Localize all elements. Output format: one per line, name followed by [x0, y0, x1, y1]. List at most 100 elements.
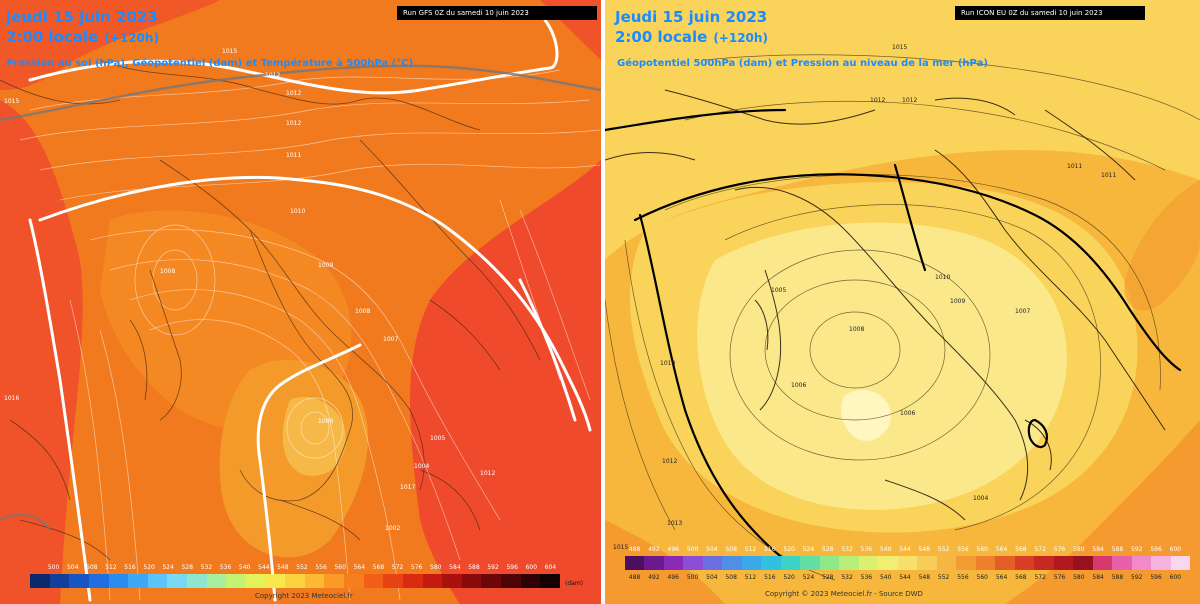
scale-tick-label: 508 — [86, 564, 98, 571]
scale-tick-label: 544 — [258, 564, 270, 571]
scale-swatch — [206, 574, 227, 588]
scale-swatch — [540, 574, 560, 588]
scale-tick-label: 564 — [353, 564, 366, 571]
scale-swatch — [1014, 556, 1035, 570]
scale-tick-label: 516 — [124, 564, 136, 571]
scale-swatch — [741, 556, 762, 570]
scale-tick-label: 588 — [1111, 546, 1124, 553]
scale-swatch — [481, 574, 501, 588]
pressure-label: 1008 — [849, 326, 865, 333]
scale-tick-label: 572 — [391, 564, 404, 571]
pressure-label: 1002 — [385, 525, 401, 532]
scale-swatch — [1053, 556, 1074, 570]
scale-tick-label: 580 — [430, 564, 442, 571]
pressure-label: 1015 — [613, 544, 629, 551]
scale-tick-label: 544 — [899, 574, 911, 581]
scale-tick-label: 588 — [1111, 574, 1124, 581]
scale-swatch — [128, 574, 148, 588]
scale-swatch — [956, 556, 976, 570]
scale-swatch — [1131, 556, 1152, 570]
scale-tick-label: 572 — [1034, 574, 1046, 581]
scale-swatch — [878, 556, 898, 570]
pressure-label: 1012 — [286, 120, 302, 127]
pressure-label: 1008 — [355, 308, 371, 315]
pressure-label: 1004 — [414, 463, 430, 470]
scale-tick-label: 556 — [315, 564, 327, 571]
pressure-label: 1012 — [902, 97, 918, 104]
scale-tick-label: 596 — [506, 564, 518, 571]
scale-tick-label: 604 — [544, 564, 557, 571]
pressure-label: 1012 — [480, 470, 496, 477]
scale-tick-label: 548 — [277, 564, 289, 571]
scale-swatch — [839, 556, 859, 570]
scale-swatch — [800, 556, 820, 570]
scale-swatch — [344, 574, 364, 588]
scale-swatch — [722, 556, 742, 570]
scale-swatch — [644, 556, 664, 570]
scale-swatch — [501, 574, 521, 588]
pressure-label: 1012 — [662, 458, 678, 465]
scale-swatch — [49, 574, 70, 588]
scale-tick-label: 572 — [1034, 546, 1046, 553]
model-run-label: Run GFS 0Z du samedi 10 juin 2023 — [397, 6, 597, 20]
forecast-time-title: 2:00 locale (+120h) — [615, 28, 768, 46]
scale-swatch — [975, 556, 996, 570]
scale-tick-label: 556 — [957, 574, 969, 581]
icon-eu-geopotential-map — [605, 0, 1200, 604]
map-subtitle: Pression au sol (hPa), Géopotentiel (dam… — [6, 58, 414, 69]
pressure-label: 1017 — [400, 484, 416, 491]
pressure-label: 1011 — [1101, 172, 1117, 179]
scale-ticks: 488 492 496 500 504 508 512 516 520 524 528 532 536 5… — [625, 546, 1185, 553]
scale-tick-label: 500 — [686, 546, 699, 553]
icon-eu-map-panel: 1015 1012 1012 1011 1011 1010 1009 1008 … — [605, 0, 1200, 604]
scale-tick-label: 592 — [487, 564, 499, 571]
scale-tick-label: 552 — [296, 564, 308, 571]
forecast-date-title: jeudi 15 juin 2023 — [6, 8, 158, 26]
forecast-time-title: 2:00 locale (+120h) — [6, 28, 159, 46]
scale-swatch — [917, 556, 937, 570]
scale-swatch — [88, 574, 109, 588]
pressure-label: 1011 — [286, 152, 302, 159]
scale-tick-label: 492 — [648, 546, 660, 553]
scale-tick-label: 580 — [1073, 574, 1085, 581]
pressure-label: 1015 — [4, 98, 20, 105]
scale-swatch — [363, 574, 384, 588]
scale-swatch — [1112, 556, 1132, 570]
scale-ticks-lower: 488 492 496 500 504 508 512 516 520 524 528 532 536 5… — [625, 574, 1185, 581]
scale-swatch — [780, 556, 801, 570]
pressure-label: 1013 — [667, 520, 683, 527]
scale-swatch — [683, 556, 703, 570]
scale-tick-label: 528 — [822, 546, 834, 553]
scale-tick-label: 516 — [764, 546, 776, 553]
scale-swatch — [858, 556, 879, 570]
scale-swatch — [304, 574, 325, 588]
scale-tick-label: 520 — [783, 546, 795, 553]
pressure-label: 1012 — [265, 72, 281, 79]
scale-tick-label: 536 — [219, 564, 232, 571]
scale-tick-label: 524 — [162, 564, 174, 571]
scale-tick-label: 560 — [976, 546, 988, 553]
scale-tick-label: 548 — [918, 546, 931, 553]
copyright-text: Copyright 2023 Meteociel.fr — [255, 592, 353, 600]
scale-swatch — [265, 574, 286, 588]
scale-swatch — [442, 574, 462, 588]
scale-swatch — [245, 574, 266, 588]
scale-tick-label: 592 — [1131, 574, 1143, 581]
pressure-label: 1008 — [160, 268, 176, 275]
scale-tick-label: 560 — [334, 564, 346, 571]
scale-tick-label: 596 — [1150, 574, 1162, 581]
scale-tick-label: 564 — [995, 574, 1008, 581]
scale-swatch — [1034, 556, 1054, 570]
scale-tick-label: 532 — [841, 574, 853, 581]
pressure-label: 1007 — [383, 336, 399, 343]
scale-tick-label: 516 — [764, 574, 776, 581]
scale-swatch — [402, 574, 423, 588]
scale-tick-label: 500 — [686, 574, 699, 581]
copyright-text: Copyright © 2023 Meteociel.fr - Source D… — [765, 590, 923, 598]
scale-swatch — [226, 574, 246, 588]
scale-tick-label: 488 — [628, 574, 641, 581]
scale-tick-label: 568 — [372, 564, 385, 571]
scale-tick-label: 584 — [449, 564, 461, 571]
scale-tick-label: 524 — [802, 574, 815, 581]
scale-tick-label: 544 — [899, 546, 911, 553]
